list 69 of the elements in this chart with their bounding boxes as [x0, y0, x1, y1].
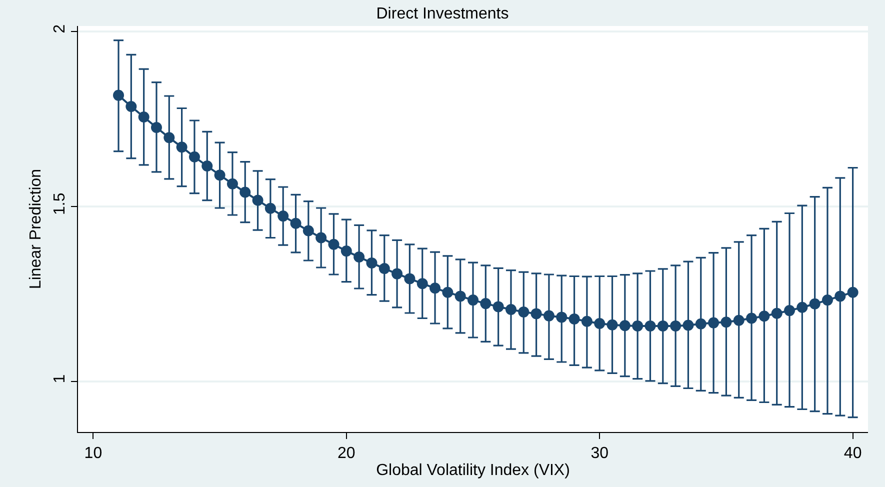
point [796, 302, 808, 313]
point [708, 317, 720, 328]
point [556, 312, 568, 323]
point [771, 308, 782, 319]
point [416, 278, 428, 290]
point [847, 286, 858, 298]
point [264, 202, 276, 214]
point [480, 298, 492, 310]
point [682, 320, 694, 331]
point [240, 186, 251, 198]
point [834, 290, 846, 302]
point [670, 320, 682, 332]
point [644, 320, 656, 332]
point [328, 238, 340, 250]
point [733, 314, 744, 326]
y-tick-label: 2 [52, 24, 69, 34]
point [392, 268, 403, 280]
point [492, 301, 504, 312]
x-tick-label: 10 [84, 445, 102, 462]
point [784, 305, 796, 316]
x-tick-label: 20 [338, 445, 356, 462]
point [746, 312, 758, 324]
point [340, 246, 352, 257]
point [354, 252, 365, 262]
point [252, 194, 264, 206]
x-tick-label: 30 [590, 445, 609, 462]
point [657, 320, 668, 332]
point [695, 318, 706, 330]
point [505, 304, 516, 315]
point [302, 225, 314, 236]
point [543, 310, 554, 322]
point [366, 257, 378, 268]
y-tick-label: 1 [52, 374, 69, 384]
chart-title: Direct Investments [376, 6, 509, 23]
y-tick-label: 1.5 [52, 192, 69, 215]
point [430, 282, 441, 294]
point [226, 178, 238, 190]
point [138, 112, 150, 122]
point [619, 320, 630, 332]
point [278, 210, 289, 222]
y-axis-title: Linear Prediction [28, 168, 44, 290]
point [518, 306, 530, 318]
point [720, 316, 732, 328]
point [581, 316, 592, 327]
point [202, 160, 213, 172]
x-tick-label: 40 [844, 445, 862, 462]
point [126, 101, 137, 112]
point [442, 286, 454, 298]
point [468, 294, 478, 306]
point [606, 319, 618, 330]
point [594, 318, 606, 329]
point [188, 151, 200, 162]
point [316, 232, 327, 244]
point [530, 308, 542, 320]
point [164, 132, 175, 144]
point [568, 313, 580, 324]
point [632, 320, 644, 332]
point [214, 170, 226, 181]
x-axis-title: Global Volatility Index (VIX) [376, 462, 570, 479]
point [758, 310, 770, 322]
point [113, 90, 124, 101]
point [176, 142, 188, 153]
point [822, 294, 833, 306]
point [809, 298, 820, 310]
point [290, 218, 302, 229]
point [404, 273, 416, 284]
point [378, 263, 390, 274]
point [150, 122, 162, 133]
point [454, 290, 466, 302]
